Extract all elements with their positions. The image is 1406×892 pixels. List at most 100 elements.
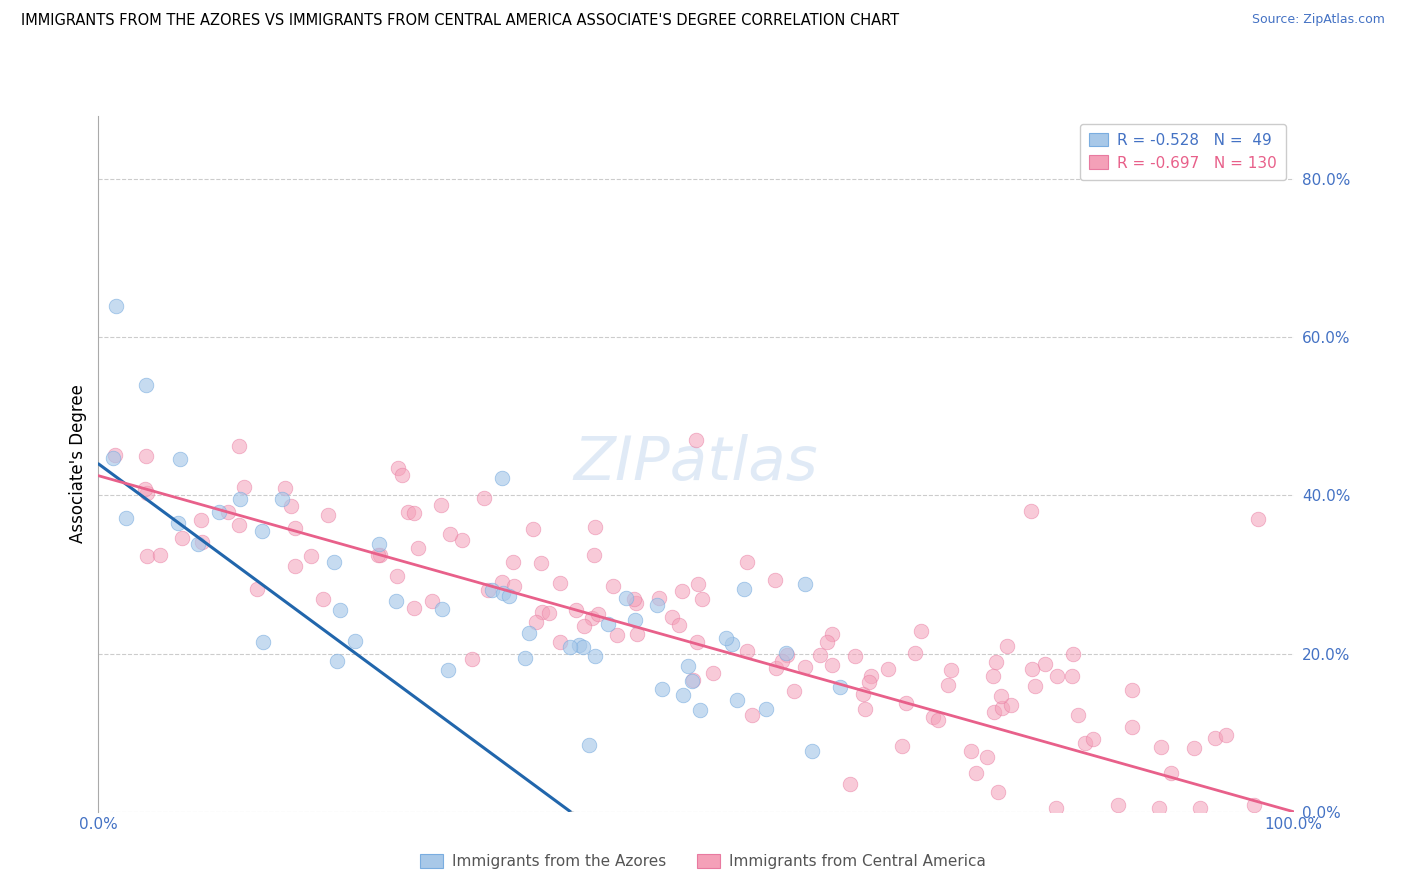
Point bbox=[208, 505, 231, 519]
Point bbox=[233, 480, 256, 494]
Point bbox=[676, 659, 699, 673]
Point bbox=[343, 633, 366, 648]
Point bbox=[1147, 801, 1170, 815]
Point bbox=[783, 684, 806, 698]
Point bbox=[115, 511, 138, 525]
Point bbox=[432, 602, 454, 616]
Point bbox=[623, 591, 645, 606]
Point bbox=[246, 582, 269, 597]
Point bbox=[385, 594, 408, 608]
Point bbox=[1107, 797, 1129, 812]
Point bbox=[981, 669, 1004, 683]
Point bbox=[651, 682, 673, 697]
Point bbox=[702, 666, 724, 681]
Point bbox=[498, 589, 520, 603]
Point bbox=[735, 555, 758, 569]
Point bbox=[530, 557, 553, 571]
Point bbox=[391, 468, 413, 483]
Point bbox=[626, 627, 648, 641]
Point bbox=[672, 689, 695, 703]
Point bbox=[387, 460, 409, 475]
Point bbox=[135, 377, 157, 392]
Point bbox=[136, 549, 159, 563]
Point bbox=[284, 559, 307, 574]
Point bbox=[451, 533, 474, 547]
Legend: R = -0.528   N =  49, R = -0.697   N = 130: R = -0.528 N = 49, R = -0.697 N = 130 bbox=[1080, 124, 1286, 179]
Point bbox=[794, 577, 817, 591]
Point bbox=[770, 654, 793, 668]
Point bbox=[228, 492, 250, 507]
Point bbox=[274, 482, 297, 496]
Point bbox=[572, 640, 595, 654]
Point bbox=[1046, 668, 1069, 682]
Point bbox=[367, 548, 389, 562]
Point bbox=[105, 299, 128, 313]
Point bbox=[688, 577, 710, 591]
Point bbox=[1045, 801, 1067, 815]
Point bbox=[1215, 728, 1237, 742]
Point bbox=[1033, 657, 1056, 671]
Point bbox=[502, 579, 524, 593]
Point bbox=[821, 657, 844, 672]
Point bbox=[461, 652, 484, 666]
Point bbox=[997, 640, 1019, 654]
Point bbox=[582, 549, 605, 563]
Point bbox=[368, 548, 391, 562]
Point bbox=[170, 531, 193, 545]
Point bbox=[578, 738, 600, 752]
Point bbox=[135, 486, 157, 500]
Point bbox=[983, 705, 1005, 719]
Point bbox=[548, 576, 571, 591]
Point bbox=[531, 605, 554, 619]
Point bbox=[910, 624, 932, 638]
Point bbox=[517, 626, 540, 640]
Point bbox=[492, 586, 515, 600]
Point bbox=[735, 644, 758, 658]
Point bbox=[1000, 698, 1022, 713]
Point bbox=[228, 439, 250, 453]
Point bbox=[322, 555, 344, 569]
Point bbox=[725, 693, 748, 707]
Point bbox=[671, 584, 693, 599]
Point bbox=[614, 591, 637, 605]
Point bbox=[716, 631, 738, 645]
Point bbox=[648, 591, 671, 606]
Point bbox=[859, 669, 882, 683]
Point bbox=[965, 766, 987, 780]
Point bbox=[1083, 731, 1105, 746]
Point bbox=[522, 522, 544, 536]
Point bbox=[828, 680, 851, 694]
Point bbox=[586, 607, 609, 622]
Point bbox=[1021, 662, 1043, 676]
Point bbox=[602, 579, 624, 593]
Y-axis label: Associate's Degree: Associate's Degree bbox=[69, 384, 87, 543]
Point bbox=[396, 505, 419, 519]
Point bbox=[502, 555, 524, 569]
Point bbox=[472, 491, 495, 506]
Point bbox=[385, 569, 408, 583]
Point bbox=[481, 582, 503, 597]
Point bbox=[583, 649, 606, 664]
Point bbox=[548, 635, 571, 649]
Point bbox=[402, 507, 425, 521]
Point bbox=[623, 613, 645, 627]
Point bbox=[606, 628, 628, 642]
Point bbox=[1150, 739, 1173, 754]
Point bbox=[583, 520, 606, 534]
Point bbox=[491, 574, 513, 589]
Point bbox=[794, 660, 817, 674]
Point bbox=[329, 603, 352, 617]
Text: IMMIGRANTS FROM THE AZORES VS IMMIGRANTS FROM CENTRAL AMERICA ASSOCIATE'S DEGREE: IMMIGRANTS FROM THE AZORES VS IMMIGRANTS… bbox=[21, 13, 900, 29]
Point bbox=[844, 649, 866, 664]
Point bbox=[190, 513, 212, 527]
Point bbox=[686, 634, 709, 648]
Point bbox=[904, 646, 927, 660]
Point bbox=[1019, 504, 1042, 518]
Point bbox=[439, 526, 461, 541]
Point bbox=[299, 549, 322, 564]
Point bbox=[1074, 736, 1097, 750]
Point bbox=[103, 450, 125, 465]
Point bbox=[1246, 512, 1268, 526]
Point bbox=[135, 449, 157, 463]
Point bbox=[149, 548, 172, 562]
